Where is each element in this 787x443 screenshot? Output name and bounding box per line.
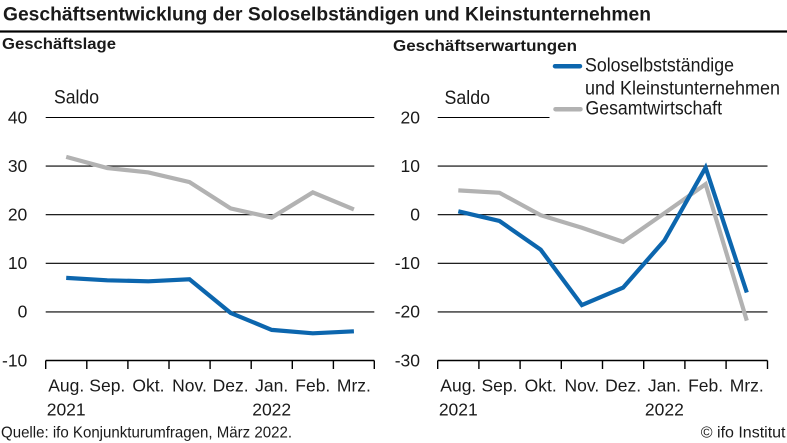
svg-text:Soloselbstständige: Soloselbstständige [585, 56, 734, 77]
svg-text:Sep.: Sep. [482, 376, 518, 396]
svg-text:-30: -30 [395, 350, 421, 370]
svg-text:Mrz.: Mrz. [730, 376, 764, 396]
svg-text:10: 10 [401, 156, 421, 176]
svg-text:-20: -20 [395, 302, 421, 322]
svg-text:Sep.: Sep. [89, 376, 125, 396]
svg-text:Okt.: Okt. [132, 376, 164, 396]
svg-text:© ifo Institut: © ifo Institut [701, 425, 786, 442]
svg-text:2021: 2021 [47, 400, 86, 420]
svg-text:Nov.: Nov. [565, 376, 600, 396]
svg-text:Dez.: Dez. [605, 376, 641, 396]
svg-text:Dez.: Dez. [213, 376, 249, 396]
svg-text:2022: 2022 [645, 400, 684, 420]
svg-text:Nov.: Nov. [172, 376, 207, 396]
svg-text:20: 20 [8, 205, 28, 225]
svg-text:Mrz.: Mrz. [337, 376, 371, 396]
svg-text:Geschäftserwartungen: Geschäftserwartungen [393, 38, 577, 55]
svg-text:Jan.: Jan. [255, 376, 288, 396]
svg-text:10: 10 [8, 253, 28, 273]
svg-text:Feb.: Feb. [688, 376, 723, 396]
svg-text:0: 0 [410, 205, 420, 225]
svg-text:Saldo: Saldo [445, 87, 491, 109]
svg-text:-10: -10 [395, 253, 421, 273]
svg-text:Geschäftslage: Geschäftslage [2, 36, 116, 53]
svg-text:0: 0 [18, 302, 28, 322]
svg-text:-10: -10 [2, 350, 28, 370]
svg-text:Gesamtwirtschaft: Gesamtwirtschaft [586, 98, 723, 119]
svg-text:Geschäftsentwicklung der Solos: Geschäftsentwicklung der Soloselbständig… [3, 3, 651, 25]
svg-text:Feb.: Feb. [295, 376, 330, 396]
svg-text:Okt.: Okt. [525, 376, 557, 396]
svg-text:30: 30 [8, 156, 28, 176]
svg-text:Aug.: Aug. [48, 376, 84, 396]
svg-text:und Kleinstunternehmen: und Kleinstunternehmen [585, 79, 780, 100]
svg-text:Quelle: ifo Konjunkturumfragen: Quelle: ifo Konjunkturumfragen, März 202… [1, 425, 292, 442]
svg-text:40: 40 [8, 107, 28, 127]
svg-text:20: 20 [401, 107, 421, 127]
svg-text:Jan.: Jan. [648, 376, 681, 396]
svg-text:2022: 2022 [252, 400, 291, 420]
svg-text:2021: 2021 [439, 400, 478, 420]
svg-text:Aug.: Aug. [440, 376, 476, 396]
svg-text:Saldo: Saldo [54, 86, 99, 108]
